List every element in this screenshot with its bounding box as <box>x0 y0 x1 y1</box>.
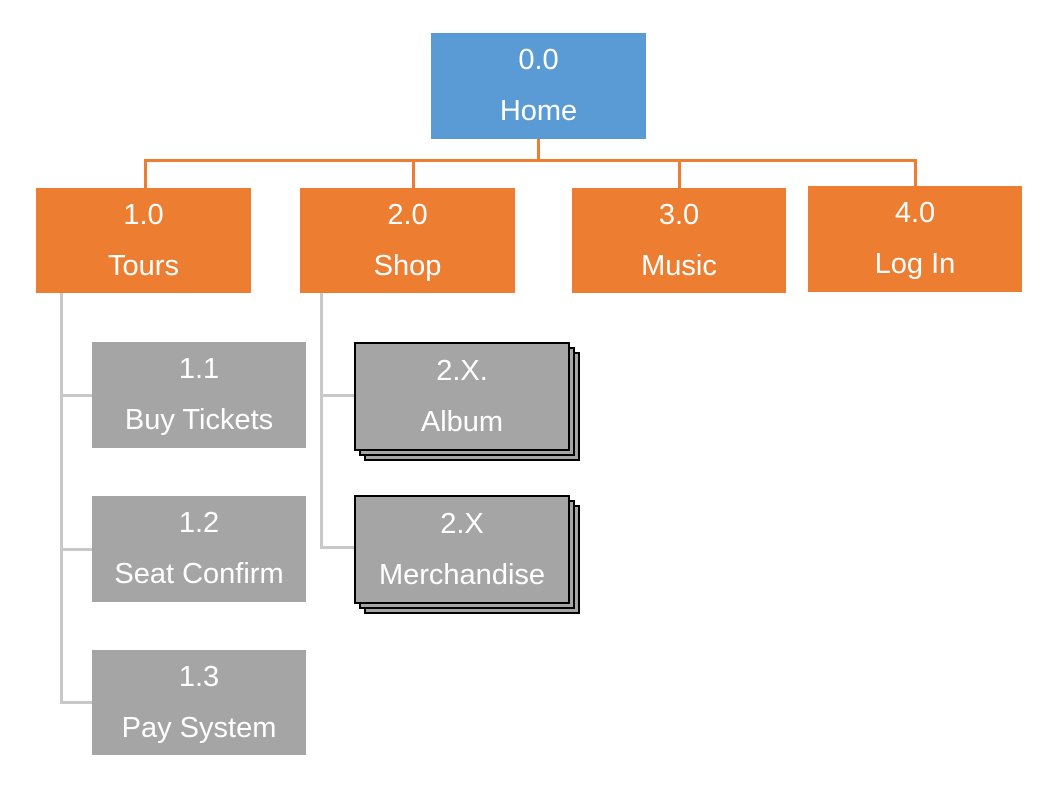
child-node-pay-system[interactable]: 1.3 Pay System <box>92 650 306 755</box>
root-label: Home <box>499 95 578 127</box>
child-node-seat-confirm[interactable]: 1.2 Seat Confirm <box>92 496 306 602</box>
section-node-music[interactable]: 3.0 Music <box>572 188 786 293</box>
section-node-tours[interactable]: 1.0 Tours <box>36 188 251 293</box>
child-number: 1.3 <box>178 660 220 693</box>
child-label: Pay System <box>121 711 277 744</box>
section-number: 2.0 <box>387 198 428 231</box>
child-label: Merchandise <box>378 558 546 591</box>
child-node-buy-tickets[interactable]: 1.1 Buy Tickets <box>92 342 306 448</box>
connector-tours-child-3 <box>60 701 92 704</box>
section-number: 3.0 <box>658 198 700 231</box>
child-node-album[interactable]: 2.X. Album <box>354 342 570 451</box>
connector-shop-child-1 <box>320 394 354 397</box>
connector-shop-trunk <box>320 293 323 549</box>
connector-horizontal-bus <box>144 159 917 162</box>
section-label: Music <box>641 249 717 282</box>
section-number: 4.0 <box>894 197 936 230</box>
connector-tours-child-1 <box>60 394 92 397</box>
section-label: Shop <box>373 249 442 282</box>
connector-login <box>914 159 917 188</box>
child-number: 1.2 <box>178 507 220 540</box>
root-node-home[interactable]: 0.0 Home <box>431 33 646 139</box>
root-number: 0.0 <box>518 44 559 77</box>
child-label: Album <box>420 405 504 438</box>
section-node-login[interactable]: 4.0 Log In <box>808 186 1022 292</box>
connector-tours <box>144 159 147 188</box>
section-node-shop[interactable]: 2.0 Shop <box>300 188 515 293</box>
connector-tours-trunk <box>60 293 63 703</box>
section-label: Tours <box>108 249 179 282</box>
section-number: 1.0 <box>123 198 164 231</box>
connector-music <box>678 159 681 188</box>
connector-root-vertical <box>537 139 540 161</box>
connector-tours-child-2 <box>60 548 92 551</box>
section-label: Log In <box>874 248 956 280</box>
child-node-merchandise[interactable]: 2.X Merchandise <box>354 495 570 604</box>
connector-shop-child-2 <box>320 546 354 549</box>
child-label: Buy Tickets <box>124 404 274 436</box>
child-number: 2.X. <box>436 354 488 387</box>
child-label: Seat Confirm <box>114 558 284 590</box>
child-number: 1.1 <box>178 353 220 386</box>
child-number: 2.X <box>440 507 484 540</box>
connector-shop <box>412 159 415 188</box>
